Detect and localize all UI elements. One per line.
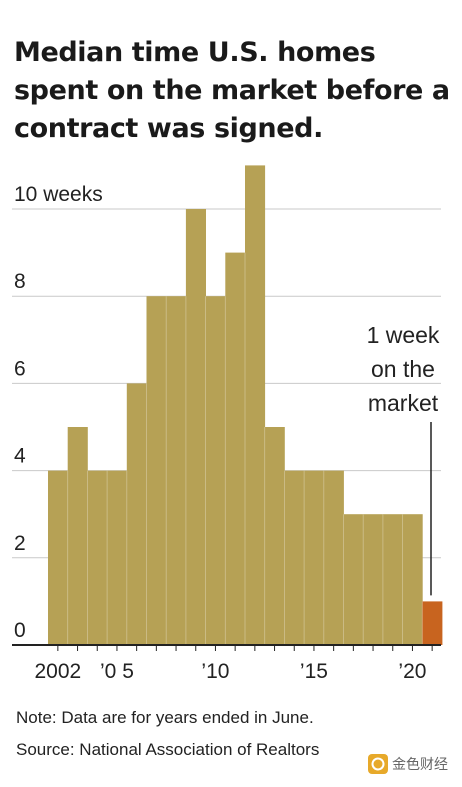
bar <box>67 427 88 645</box>
bar-highlighted <box>422 601 443 645</box>
watermark: 金色财经 <box>368 752 456 776</box>
bar <box>87 470 108 645</box>
x-tick-label: ’15 <box>300 660 328 683</box>
bar <box>304 470 325 645</box>
x-tick-label: 2002 <box>34 660 81 683</box>
bar <box>264 427 285 645</box>
bar <box>185 209 206 645</box>
y-tick-label: 10 weeks <box>14 183 103 206</box>
annotation-text: market <box>368 390 439 416</box>
bar <box>166 296 187 645</box>
y-tick-label: 2 <box>14 532 26 555</box>
gold-coin-icon <box>368 754 388 774</box>
y-tick-label: 6 <box>14 357 26 380</box>
chart-note: Note: Data are for years ended in June. <box>16 708 314 727</box>
bar <box>146 296 167 645</box>
y-tick-label: 4 <box>14 445 26 468</box>
bar <box>382 514 403 645</box>
bar <box>48 470 69 645</box>
x-tick-label: ’0 5 <box>100 660 134 683</box>
bar <box>402 514 423 645</box>
chart-source: Source: National Association of Realtors <box>16 740 320 759</box>
bar <box>245 165 266 645</box>
bar <box>225 252 246 645</box>
bar <box>205 296 226 645</box>
y-tick-label: 8 <box>14 270 26 293</box>
bar <box>323 470 344 645</box>
x-tick-label: ’20 <box>398 660 426 683</box>
annotation-text: 1 week <box>367 322 440 348</box>
bar <box>363 514 384 645</box>
y-tick-label: 0 <box>14 619 26 642</box>
bar <box>107 470 128 645</box>
x-tick-label: ’10 <box>201 660 229 683</box>
bar <box>343 514 364 645</box>
chart-title: Median time U.S. homes spent on the mark… <box>14 37 450 144</box>
bar-chart: 0 2 4 6 8 10 weeks 2002 ’0 5 ’10 ’15 ’20 1 week on… <box>12 165 443 683</box>
watermark-text: 金色财经 <box>392 757 448 773</box>
annotation-text: on the <box>371 356 435 382</box>
bar <box>126 383 147 645</box>
bar <box>284 470 305 645</box>
